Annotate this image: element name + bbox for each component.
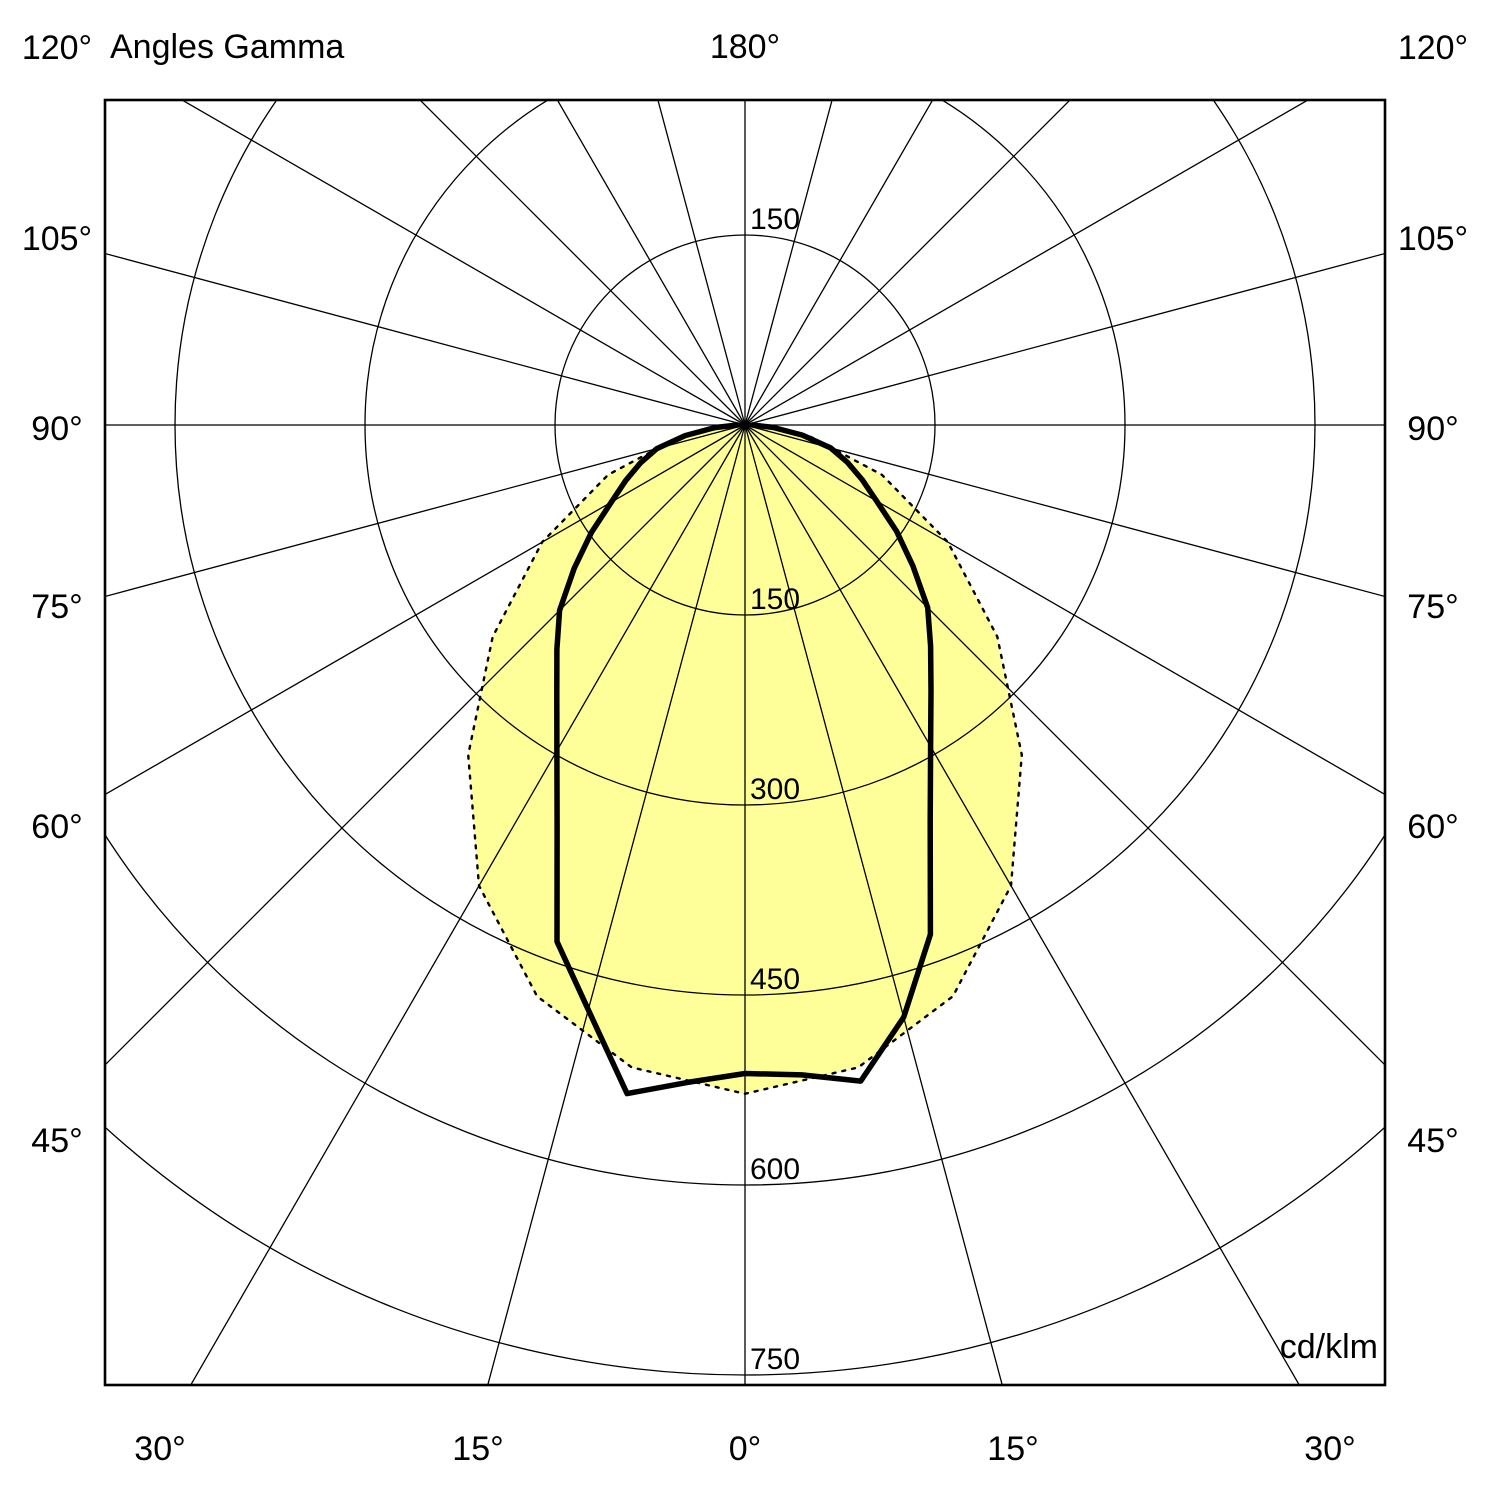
angle-label-bottom: 0° (729, 1430, 762, 1468)
angle-label-bottom: 15° (452, 1430, 503, 1468)
ray-line (487, 424, 746, 1385)
ray-line (744, 100, 1310, 426)
plot-border (103, 98, 1387, 1387)
angle-label-bottom: 30° (134, 1430, 185, 1468)
angle-label-left: 60° (31, 808, 82, 846)
angle-label-left: 75° (31, 588, 82, 626)
ray-line (105, 252, 746, 426)
ray-line (105, 424, 746, 796)
angle-label-right: 120° (1398, 29, 1468, 67)
beam-outline (466, 423, 1024, 1096)
angle-label-left: 45° (31, 1122, 82, 1160)
ray-line (744, 424, 1385, 1066)
ray-line (556, 100, 746, 426)
angle-label-bottom: 15° (987, 1430, 1038, 1468)
ray-line (744, 424, 1385, 796)
angle-label-right: 75° (1407, 588, 1458, 626)
angle-label-right: 105° (1398, 220, 1468, 258)
ray-line (744, 424, 1385, 598)
angle-label-right: 60° (1407, 808, 1458, 846)
ray-line (744, 100, 1071, 426)
angle-label-right: 45° (1407, 1122, 1458, 1160)
ring-label: 450 (750, 963, 800, 996)
ray-line (744, 424, 1003, 1385)
angle-label-bottom: 30° (1304, 1430, 1355, 1468)
intensity-curve (554, 422, 934, 1097)
ray-line (190, 424, 746, 1385)
chart-title: Angles Gamma (110, 28, 344, 66)
ray-line (744, 100, 833, 426)
angle-label-right: 90° (1407, 410, 1458, 448)
ray-line (180, 100, 746, 426)
ray-line (744, 100, 934, 426)
ring-label: 600 (750, 1153, 800, 1186)
ring-label: 750 (750, 1343, 800, 1376)
angle-label-left: 90° (31, 410, 82, 448)
units-label: cd/klm (1280, 1328, 1378, 1366)
ray-line (105, 424, 746, 1066)
top-angle-label: 180° (710, 28, 780, 66)
ray-line (419, 100, 746, 426)
ring-label: 300 (750, 773, 800, 806)
ray-line (105, 424, 746, 598)
ring-label-upper: 150 (750, 203, 800, 236)
angle-label-left: 105° (22, 220, 92, 258)
ray-line (744, 252, 1385, 426)
ring-label: 150 (750, 583, 800, 616)
angle-label-left: 120° (22, 29, 92, 67)
